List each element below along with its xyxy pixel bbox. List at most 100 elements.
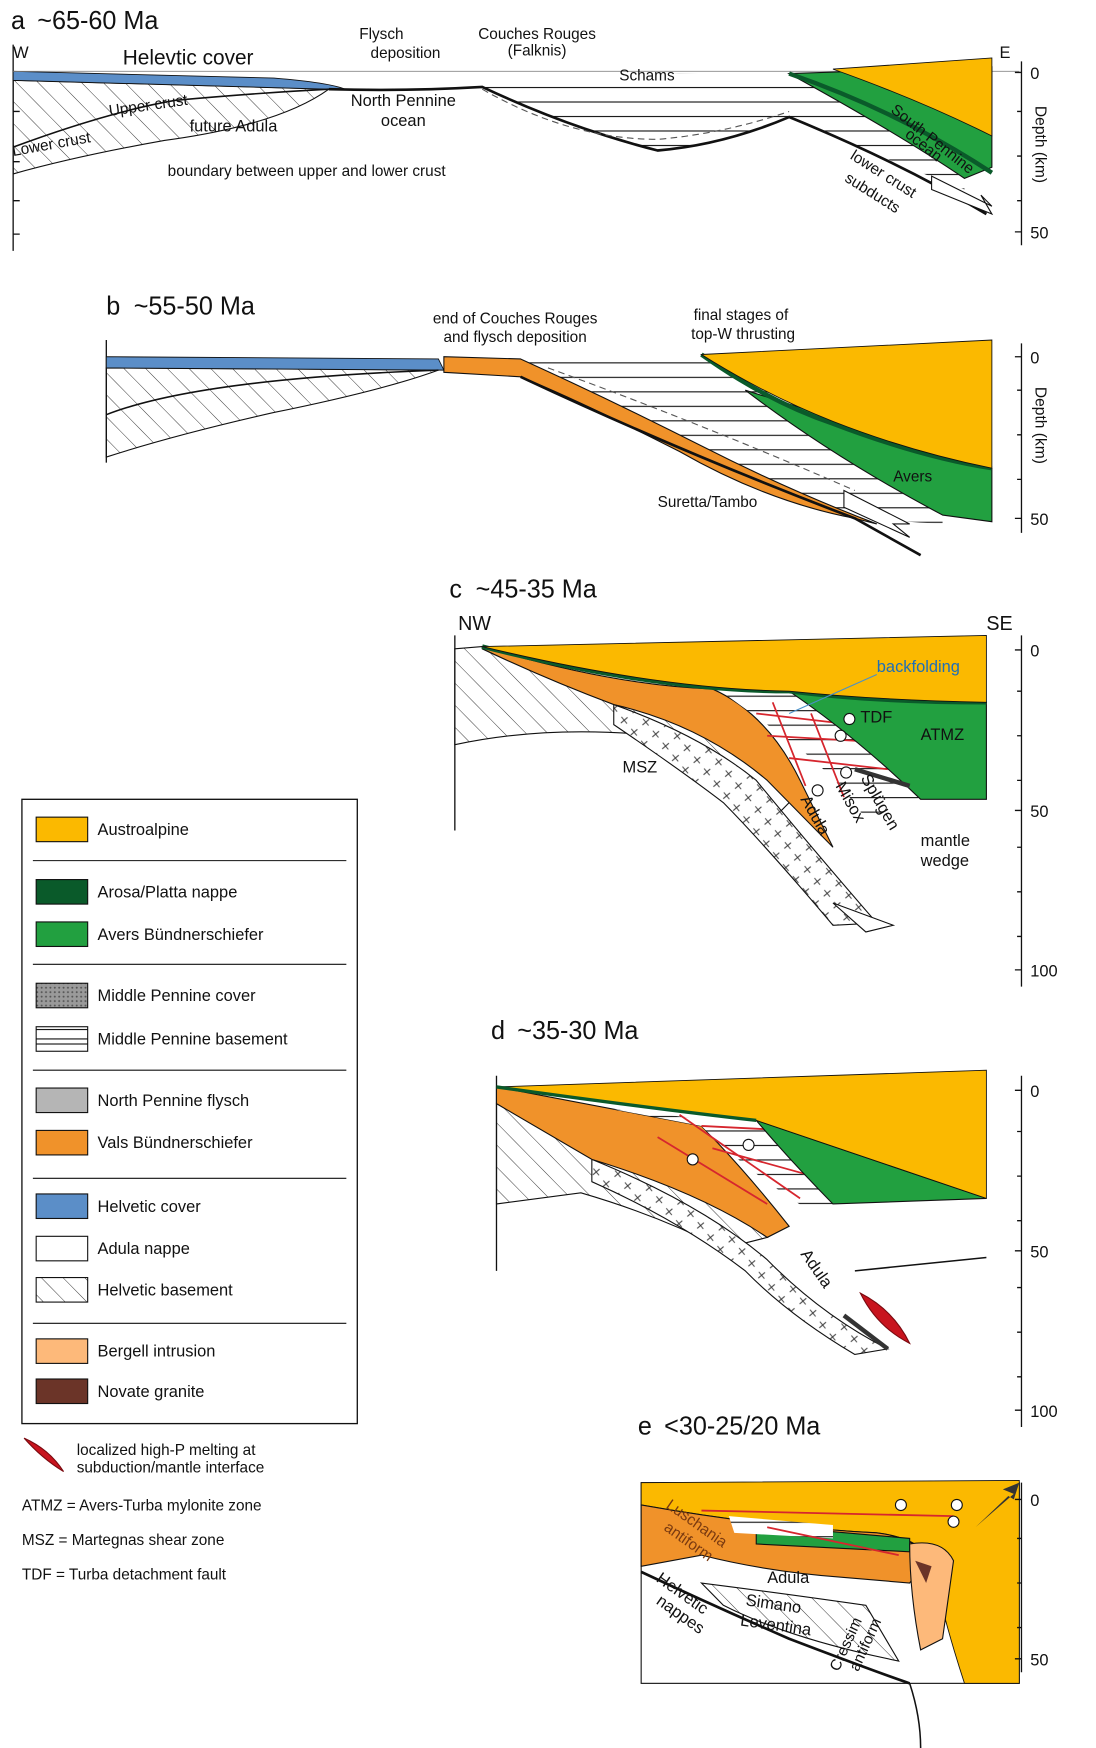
legend-swatch	[36, 1088, 88, 1113]
label: final stages of	[694, 307, 789, 324]
shear-sense	[951, 1499, 962, 1510]
label: mantle	[921, 831, 970, 850]
depth-tick-label: 50	[1030, 1242, 1048, 1261]
depth-tick-label: 0	[1030, 348, 1039, 367]
label: ocean	[381, 111, 426, 130]
note: localized high-P melting at	[77, 1442, 256, 1459]
panel-letter: c	[449, 575, 462, 603]
depth-ticks	[1015, 72, 1022, 231]
side-label: E	[1000, 43, 1011, 62]
panel-letter: d	[491, 1017, 505, 1045]
figure: a ~65-60 Ma W E Helevtic cover Flysch de…	[0, 0, 1096, 1748]
label: MSZ	[623, 757, 658, 776]
depth-tick-label: 50	[1030, 1650, 1048, 1669]
panel-c: c ~45-35 Ma NW SE backfolding TDF ATMZ M…	[449, 575, 1057, 986]
side-label: W	[13, 43, 29, 62]
panel-age: ~55-50 Ma	[134, 292, 256, 320]
abbreviation: MSZ = Martegnas shear zone	[22, 1532, 224, 1549]
label: Avers	[893, 468, 932, 485]
side-label: NW	[458, 613, 491, 635]
label: backfolding	[877, 657, 960, 676]
depth-tick-label: 50	[1030, 510, 1048, 529]
shear-sense	[835, 730, 846, 741]
abbreviation: ATMZ = Avers-Turba mylonite zone	[22, 1497, 262, 1514]
legend-label: Novate granite	[98, 1382, 205, 1401]
panel-d: d ~35-30 Ma Adula 0 50 100	[491, 1017, 1058, 1427]
label: deposition	[371, 45, 441, 62]
side-label: SE	[986, 613, 1012, 635]
panel-a: a ~65-60 Ma W E Helevtic cover Flysch de…	[11, 7, 1049, 251]
legend-swatch	[36, 1339, 88, 1364]
label: and flysch deposition	[444, 329, 587, 346]
depth-tick-label: 100	[1030, 1402, 1057, 1421]
label: Adula	[797, 1245, 837, 1292]
legend-label: North Pennine flysch	[98, 1091, 250, 1110]
legend-label: Helvetic basement	[98, 1280, 234, 1299]
legend-swatch	[36, 817, 88, 842]
panel-letter: a	[11, 7, 26, 35]
depth-ticks	[1015, 1090, 1022, 1410]
shear-sense	[895, 1499, 906, 1510]
shear-sense	[687, 1154, 698, 1165]
shear-sense	[841, 767, 852, 778]
legend-swatch	[36, 880, 88, 905]
label: Couches Rouges	[478, 26, 596, 43]
depth-tick-label: 0	[1030, 1082, 1039, 1101]
panel-b: b ~55-50 Ma end of Couches Rouges and fl…	[106, 292, 1048, 555]
panel-e: e <30-25/20 Ma Luschania antiform Adula …	[638, 1413, 1049, 1748]
label: future Adula	[190, 116, 279, 135]
label: ATMZ	[921, 725, 965, 744]
label: Suretta/Tambo	[658, 494, 758, 511]
label: boundary between upper and lower crust	[168, 163, 447, 180]
legend-swatch	[36, 922, 88, 947]
helvetic-cover	[106, 357, 444, 370]
depth-ticks	[1015, 650, 1022, 970]
legend-label: Austroalpine	[98, 820, 189, 839]
legend-swatch	[36, 1194, 88, 1219]
legend-swatch	[36, 1236, 88, 1261]
label: North Pennine	[351, 91, 456, 110]
legend-swatch	[36, 1379, 88, 1404]
depth-ticks	[1015, 357, 1022, 519]
depth-tick-label: 0	[1030, 64, 1039, 83]
panel-letter: e	[638, 1413, 652, 1441]
boundary	[910, 1683, 921, 1748]
legend-label: Vals Bündnerschiefer	[98, 1133, 253, 1152]
abbreviation: TDF = Turba detachment fault	[22, 1567, 227, 1584]
depth-tick-label: 50	[1030, 223, 1048, 242]
shear-sense	[948, 1516, 959, 1527]
panel-age: ~35-30 Ma	[517, 1017, 639, 1045]
legend-swatch	[36, 1278, 88, 1303]
label: Schams	[619, 67, 675, 84]
depth-tick-label: 100	[1030, 961, 1057, 980]
panel-age: <30-25/20 Ma	[664, 1413, 821, 1441]
panel-age: ~45-35 Ma	[476, 575, 598, 603]
label: wedge	[920, 851, 969, 870]
melt-symbol	[24, 1438, 63, 1471]
label: Flysch	[359, 26, 403, 43]
label: top-W thrusting	[691, 326, 795, 343]
legend-label: Helvetic cover	[98, 1197, 202, 1216]
depth-axis-label: Depth (km)	[1032, 106, 1049, 183]
note: subduction/mantle interface	[77, 1460, 265, 1477]
label: Adula	[767, 1568, 810, 1587]
legend-label: Adula nappe	[98, 1239, 190, 1258]
label: end of Couches Rouges	[433, 310, 598, 327]
legend-label: Middle Pennine basement	[98, 1029, 288, 1048]
label: TDF	[860, 707, 892, 726]
depth-tick-label: 0	[1030, 641, 1039, 660]
shear-sense	[844, 713, 855, 724]
legend: Austroalpine Arosa/Platta nappe Avers Bünd…	[22, 799, 357, 1583]
legend-swatch	[36, 983, 88, 1008]
shear-sense	[743, 1139, 754, 1150]
legend-label: Arosa/Platta nappe	[98, 882, 238, 901]
depth-tick-label: 50	[1030, 802, 1048, 821]
label: (Falknis)	[508, 43, 567, 60]
label: Helevtic cover	[123, 47, 254, 70]
legend-label: Bergell intrusion	[98, 1342, 216, 1361]
mantle-boundary	[855, 1257, 987, 1270]
legend-label: Avers Bündnerschiefer	[98, 925, 264, 944]
panel-age: ~65-60 Ma	[37, 7, 159, 35]
legend-label: Middle Pennine cover	[98, 986, 257, 1005]
depth-tick-label: 0	[1030, 1491, 1039, 1510]
